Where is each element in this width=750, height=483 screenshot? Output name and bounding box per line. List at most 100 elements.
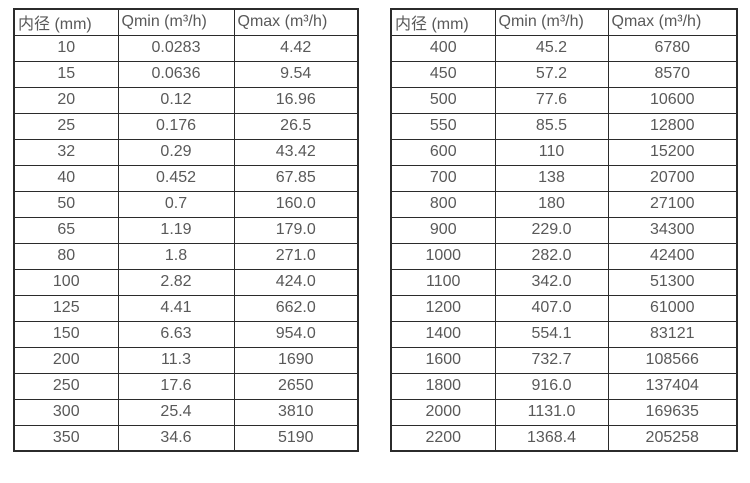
table-cell: 0.176 [117, 112, 235, 140]
table-cell: 407.0 [494, 294, 609, 322]
column-header: Qmax (m³/h) [233, 8, 359, 36]
table-cell: 180 [494, 190, 609, 218]
table-cell: 0.12 [117, 86, 235, 114]
table-cell: 15200 [607, 138, 738, 166]
table-cell: 400 [390, 34, 496, 62]
table-cell: 0.7 [117, 190, 235, 218]
table-cell: 6780 [607, 34, 738, 62]
table-row: 200 11.3 1690 [13, 346, 359, 374]
table-cell: 550 [390, 112, 496, 140]
table-row: 15 0.0636 9.54 [13, 60, 359, 88]
table-cell: 138 [494, 164, 609, 192]
table-row: 1800 916.0 137404 [390, 372, 738, 400]
table-cell: 2650 [233, 372, 359, 400]
table-cell: 1131.0 [494, 398, 609, 426]
table-cell: 34300 [607, 216, 738, 244]
table-cell: 0.0636 [117, 60, 235, 88]
table-cell: 1400 [390, 320, 496, 348]
table-cell: 200 [13, 346, 119, 374]
table-row: 100 2.82 424.0 [13, 268, 359, 296]
header-row: 内径 (mm) Qmin (m³/h) Qmax (m³/h) [13, 8, 359, 36]
table-cell: 15 [13, 60, 119, 88]
table-cell: 6.63 [117, 320, 235, 348]
table-cell: 1600 [390, 346, 496, 374]
table-cell: 100 [13, 268, 119, 296]
table-cell: 1368.4 [494, 424, 609, 452]
table-cell: 20 [13, 86, 119, 114]
table-cell: 17.6 [117, 372, 235, 400]
flow-table-large-diameters: 内径 (mm) Qmin (m³/h) Qmax (m³/h) 400 45.2 6780… [390, 8, 738, 452]
table-cell: 450 [390, 60, 496, 88]
table-cell: 554.1 [494, 320, 609, 348]
table-cell: 43.42 [233, 138, 359, 166]
table-cell: 700 [390, 164, 496, 192]
table-row: 300 25.4 3810 [13, 398, 359, 426]
table-cell: 1690 [233, 346, 359, 374]
table-cell: 169635 [607, 398, 738, 426]
flow-table-small-diameters: 内径 (mm) Qmin (m³/h) Qmax (m³/h) 10 0.0283 4.4… [13, 8, 359, 452]
table-cell: 662.0 [233, 294, 359, 322]
table-cell: 25.4 [117, 398, 235, 426]
table-cell: 900 [390, 216, 496, 244]
table-cell: 732.7 [494, 346, 609, 374]
table-cell: 85.5 [494, 112, 609, 140]
table-cell: 0.0283 [117, 34, 235, 62]
table-cell: 65 [13, 216, 119, 244]
table-row: 10 0.0283 4.42 [13, 34, 359, 62]
table-cell: 0.452 [117, 164, 235, 192]
table-cell: 125 [13, 294, 119, 322]
table-cell: 2200 [390, 424, 496, 452]
table-row: 20 0.12 16.96 [13, 86, 359, 114]
table-row: 350 34.6 5190 [13, 424, 359, 452]
table-cell: 25 [13, 112, 119, 140]
table-cell: 57.2 [494, 60, 609, 88]
table-cell: 108566 [607, 346, 738, 374]
table-row: 600 110 15200 [390, 138, 738, 166]
table-cell: 42400 [607, 242, 738, 270]
table-cell: 179.0 [233, 216, 359, 244]
table-cell: 160.0 [233, 190, 359, 218]
table-cell: 205258 [607, 424, 738, 452]
table-row: 700 138 20700 [390, 164, 738, 192]
table-cell: 8570 [607, 60, 738, 88]
table-cell: 2.82 [117, 268, 235, 296]
table-cell: 3810 [233, 398, 359, 426]
table-cell: 110 [494, 138, 609, 166]
table-row: 1600 732.7 108566 [390, 346, 738, 374]
flow-rate-tables: 内径 (mm) Qmin (m³/h) Qmax (m³/h) 10 0.0283 4.4… [13, 8, 738, 452]
table-cell: 137404 [607, 372, 738, 400]
table-cell: 916.0 [494, 372, 609, 400]
table-cell: 51300 [607, 268, 738, 296]
table-cell: 50 [13, 190, 119, 218]
table-row: 400 45.2 6780 [390, 34, 738, 62]
table-cell: 12800 [607, 112, 738, 140]
table-row: 2000 1131.0 169635 [390, 398, 738, 426]
table-cell: 26.5 [233, 112, 359, 140]
table-cell: 271.0 [233, 242, 359, 270]
table-row: 1000 282.0 42400 [390, 242, 738, 270]
table-row: 250 17.6 2650 [13, 372, 359, 400]
table-cell: 342.0 [494, 268, 609, 296]
table-cell: 5190 [233, 424, 359, 452]
table-row: 32 0.29 43.42 [13, 138, 359, 166]
column-header: 内径 (mm) [13, 8, 119, 36]
table-cell: 4.41 [117, 294, 235, 322]
table-cell: 1.19 [117, 216, 235, 244]
table-cell: 350 [13, 424, 119, 452]
table-cell: 229.0 [494, 216, 609, 244]
table-cell: 954.0 [233, 320, 359, 348]
table-cell: 4.42 [233, 34, 359, 62]
column-header: Qmin (m³/h) [117, 8, 235, 36]
column-header: Qmax (m³/h) [607, 8, 738, 36]
table-cell: 77.6 [494, 86, 609, 114]
table-cell: 1800 [390, 372, 496, 400]
table-row: 1400 554.1 83121 [390, 320, 738, 348]
table-row: 1200 407.0 61000 [390, 294, 738, 322]
table-cell: 61000 [607, 294, 738, 322]
table-cell: 40 [13, 164, 119, 192]
header-row: 内径 (mm) Qmin (m³/h) Qmax (m³/h) [390, 8, 738, 36]
table-row: 125 4.41 662.0 [13, 294, 359, 322]
column-header: Qmin (m³/h) [494, 8, 609, 36]
table-cell: 500 [390, 86, 496, 114]
table-row: 2200 1368.4 205258 [390, 424, 738, 452]
